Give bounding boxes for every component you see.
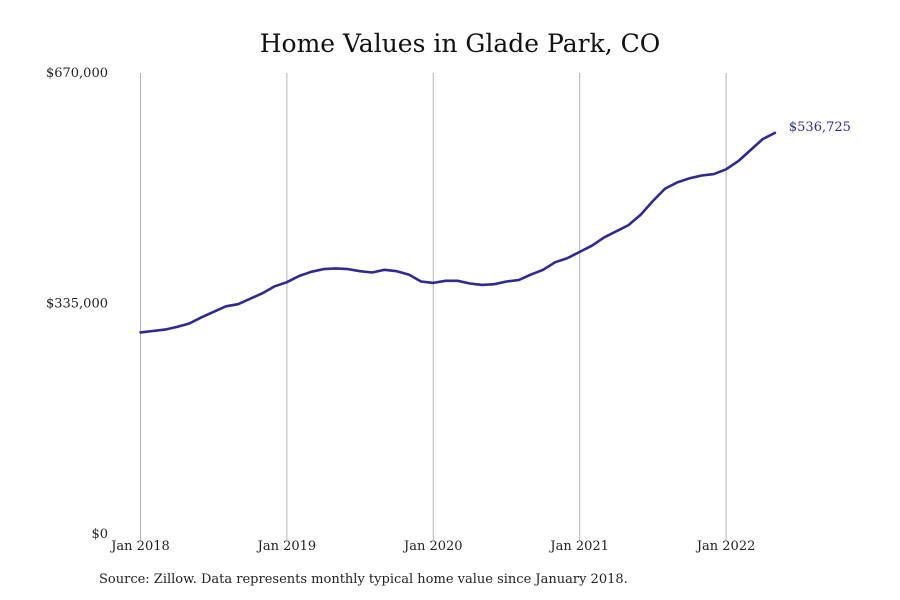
x-axis-tick-labels: Jan 2018 Jan 2019 Jan 2020 Jan 2021 Jan 2022 <box>109 539 755 554</box>
y-tick-label: $335,000 <box>46 297 108 312</box>
y-tick-label: $670,000 <box>46 66 108 81</box>
chart-title: Home Values in Glade Park, CO <box>260 29 661 58</box>
x-tick-label: Jan 2021 <box>548 539 609 554</box>
end-value-label: $536,725 <box>789 120 851 135</box>
series-line <box>139 131 777 334</box>
x-tick-label: Jan 2020 <box>402 539 463 554</box>
vertical-gridlines <box>140 73 727 540</box>
source-note: Source: Zillow. Data represents monthly … <box>99 572 628 587</box>
series-layer <box>139 131 777 334</box>
end-label-layer: $536,725 <box>789 120 851 135</box>
x-tick-label: Jan 2018 <box>109 539 170 554</box>
x-tick-label: Jan 2022 <box>695 539 756 554</box>
y-axis-tick-labels: $0 $335,000 $670,000 <box>46 66 108 542</box>
y-tick-label: $0 <box>91 527 108 542</box>
x-tick-label: Jan 2019 <box>256 539 317 554</box>
